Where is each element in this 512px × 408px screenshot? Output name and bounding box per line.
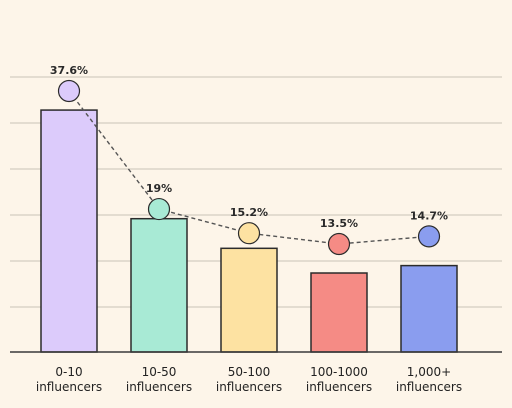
data-label: 15.2%	[230, 206, 268, 219]
line-marker	[147, 197, 171, 221]
bar	[400, 264, 458, 353]
x-tick-label-line: influencers	[396, 380, 462, 394]
x-tick-label-line: influencers	[126, 380, 192, 394]
bar	[310, 272, 368, 353]
trend-line-group	[68, 90, 430, 245]
x-tick-label: 100-1000 influencers	[306, 365, 372, 394]
x-tick-label-line: 1,000+	[407, 365, 451, 379]
x-tick-label: 0-10 influencers	[36, 365, 102, 394]
line-marker	[327, 232, 351, 256]
bars-group	[40, 109, 458, 353]
trend-line	[68, 90, 430, 245]
data-label: 37.6%	[50, 64, 88, 77]
x-tick-label-line: influencers	[306, 380, 372, 394]
x-tick-label-line: 100-1000	[310, 365, 368, 379]
bar	[130, 217, 188, 353]
x-tick-label: 1,000+ influencers	[396, 365, 462, 394]
line-marker	[417, 225, 441, 248]
x-tick-label-line: 10-50	[142, 365, 177, 379]
markers-group	[57, 79, 441, 256]
x-tick-label: 50-100 influencers	[216, 365, 282, 394]
data-label: 14.7%	[410, 209, 448, 222]
data-label: 19%	[146, 182, 172, 195]
x-tick-label-line: 50-100	[228, 365, 271, 379]
x-tick-label: 10-50 influencers	[126, 365, 192, 394]
x-tick-label-line: influencers	[216, 380, 282, 394]
data-label: 13.5%	[320, 217, 358, 230]
data-labels-group: 37.6% 19% 15.2% 13.5% 14.7%	[50, 64, 448, 230]
x-tick-label-line: 0-10	[55, 365, 82, 379]
line-marker	[57, 79, 81, 103]
line-marker	[237, 222, 261, 245]
bar	[220, 247, 278, 353]
bar	[40, 109, 98, 353]
x-tick-label-line: influencers	[36, 380, 102, 394]
